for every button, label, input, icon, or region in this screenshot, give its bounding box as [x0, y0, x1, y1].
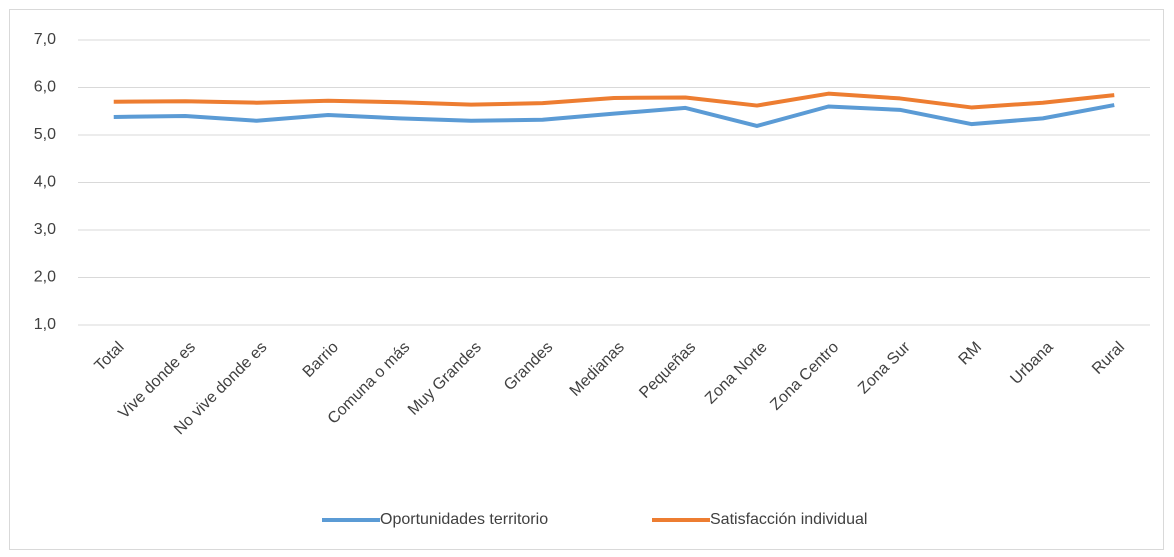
y-tick-label: 6,0 — [34, 79, 56, 96]
y-tick-label: 1,0 — [34, 316, 56, 333]
chart-border — [9, 9, 1164, 550]
legend-label: Oportunidades territorio — [380, 511, 548, 528]
y-tick-label: 5,0 — [34, 126, 56, 143]
y-tick-label: 3,0 — [34, 221, 56, 238]
y-tick-label: 7,0 — [34, 31, 56, 48]
y-tick-label: 2,0 — [34, 269, 56, 286]
y-tick-label: 4,0 — [34, 174, 56, 191]
series-line — [113, 91, 1115, 110]
series-line — [113, 103, 1115, 128]
legend-label: Satisfacción individual — [710, 511, 867, 528]
